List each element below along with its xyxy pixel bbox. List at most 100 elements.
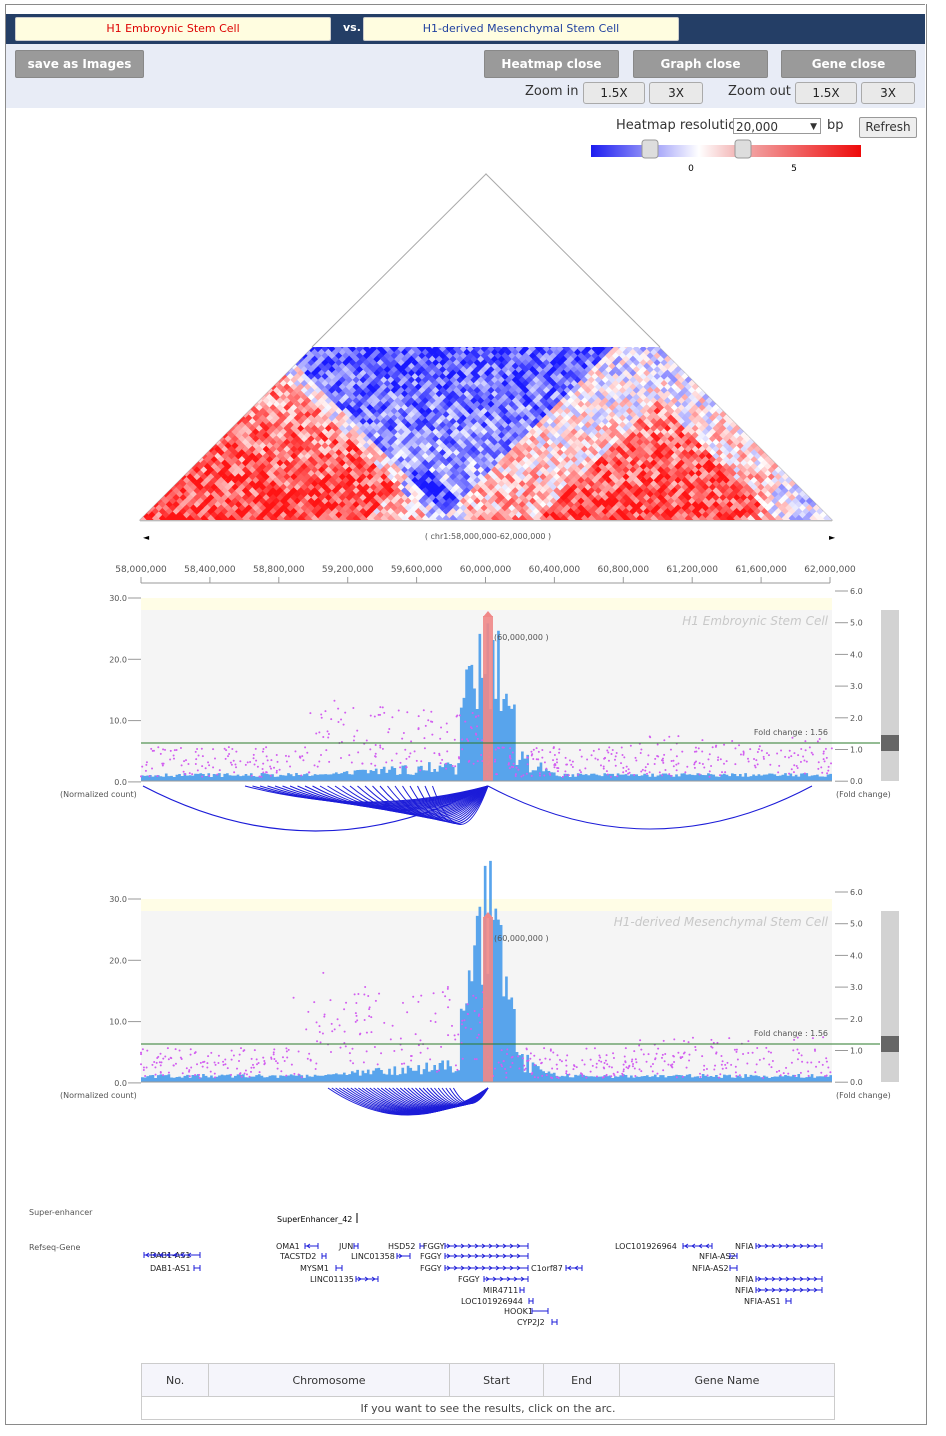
fold-point bbox=[169, 749, 172, 752]
fold-point bbox=[185, 759, 188, 762]
fold-point bbox=[669, 1064, 672, 1067]
fold-point bbox=[556, 1054, 559, 1057]
fold-point bbox=[699, 1075, 702, 1078]
fold-point bbox=[473, 1058, 476, 1061]
panel-header-band bbox=[141, 598, 832, 610]
fold-point bbox=[515, 766, 518, 769]
refresh-button[interactable]: Refresh bbox=[859, 117, 917, 138]
fold-point bbox=[664, 1053, 667, 1056]
heatmap-close-button[interactable]: Heatmap close bbox=[484, 50, 619, 78]
fold-point bbox=[368, 1006, 371, 1009]
fold-point bbox=[466, 1003, 469, 1006]
heatmap-cells[interactable] bbox=[138, 336, 834, 523]
fold-point bbox=[184, 773, 187, 776]
fold-point bbox=[661, 1053, 664, 1056]
cell-b-label[interactable]: H1-derived Mesenchymal Stem Cell bbox=[363, 17, 679, 41]
fold-point bbox=[683, 1051, 686, 1054]
fold-point bbox=[154, 1073, 157, 1076]
scale-slider-min[interactable] bbox=[641, 139, 659, 159]
scroll-right-icon[interactable]: ► bbox=[829, 533, 836, 542]
fold-point bbox=[793, 764, 796, 767]
fold-point bbox=[316, 1040, 319, 1043]
fold-point bbox=[190, 1066, 193, 1069]
fold-point bbox=[535, 758, 538, 761]
fold-point bbox=[453, 738, 456, 741]
fold-point bbox=[543, 761, 546, 764]
heatmap-resolution-select[interactable]: 20,000 ▼ bbox=[733, 118, 821, 134]
fold-point bbox=[285, 760, 288, 763]
zoom-in-label: Zoom in bbox=[525, 84, 579, 99]
fold-point bbox=[274, 1060, 277, 1063]
fold-point bbox=[207, 761, 210, 764]
scale-slider-max[interactable] bbox=[734, 139, 752, 159]
fold-point bbox=[350, 761, 353, 764]
fold-point bbox=[302, 759, 305, 762]
gene-close-button[interactable]: Gene close bbox=[781, 50, 916, 78]
fold-point bbox=[273, 1048, 276, 1051]
fold-point bbox=[141, 765, 144, 768]
fold-point bbox=[373, 715, 376, 718]
fold-point bbox=[649, 736, 652, 739]
fold-point bbox=[735, 1050, 738, 1053]
zoom-out-3x-button[interactable]: 3X bbox=[861, 82, 915, 104]
fold-point bbox=[294, 750, 297, 753]
fold-point bbox=[322, 736, 325, 739]
fold-point bbox=[320, 754, 323, 757]
fold-point bbox=[706, 1074, 709, 1077]
fold-point bbox=[668, 735, 671, 738]
fold-point bbox=[746, 757, 749, 760]
fold-point bbox=[258, 1071, 261, 1074]
scroll-left-icon[interactable]: ◄ bbox=[143, 533, 150, 542]
fold-point bbox=[251, 1063, 254, 1066]
fold-point bbox=[620, 762, 623, 765]
fold-point bbox=[792, 1049, 795, 1052]
fold-point bbox=[668, 773, 671, 776]
fold-point bbox=[681, 1056, 684, 1059]
fold-point bbox=[600, 1060, 603, 1063]
fold-point bbox=[821, 1063, 824, 1066]
fold-point bbox=[675, 769, 678, 772]
fold-point bbox=[445, 722, 448, 725]
zoom-out-1.5x-button[interactable]: 1.5X bbox=[795, 82, 857, 104]
fold-point bbox=[724, 1063, 727, 1066]
fold-point bbox=[454, 1064, 457, 1067]
fold-point bbox=[507, 763, 510, 766]
fold-point bbox=[270, 767, 273, 770]
fold-point bbox=[738, 1074, 741, 1077]
fold-point bbox=[151, 1063, 154, 1066]
fold-point bbox=[151, 767, 154, 770]
fold-point bbox=[456, 1068, 459, 1071]
fold-point bbox=[397, 709, 400, 712]
fold-point bbox=[145, 763, 148, 766]
fold-point bbox=[252, 757, 255, 760]
save-images-button[interactable]: save as Images bbox=[15, 50, 144, 78]
fold-point bbox=[581, 1073, 584, 1076]
fold-point bbox=[231, 748, 234, 751]
fold-point bbox=[460, 1023, 463, 1026]
fold-point bbox=[320, 716, 323, 719]
fold-point bbox=[383, 1021, 386, 1024]
fold-point bbox=[339, 756, 342, 759]
fold-point bbox=[329, 999, 332, 1002]
fold-point bbox=[708, 770, 711, 773]
fold-point bbox=[326, 730, 329, 733]
fold-point bbox=[374, 755, 377, 758]
fold-point bbox=[703, 766, 706, 769]
fold-point bbox=[388, 727, 391, 730]
graph-close-button[interactable]: Graph close bbox=[633, 50, 768, 78]
fold-point bbox=[635, 1061, 638, 1064]
fold-point bbox=[365, 1050, 368, 1053]
fold-point bbox=[645, 1060, 648, 1063]
toolbar: save as Images Heatmap close Graph close… bbox=[6, 44, 925, 108]
fold-point bbox=[717, 756, 720, 759]
zoom-in-3x-button[interactable]: 3X bbox=[649, 82, 703, 104]
fold-point bbox=[333, 1028, 336, 1031]
right-axis-label: 5.0 bbox=[850, 920, 863, 929]
fold-point bbox=[379, 744, 382, 747]
zoom-in-1.5x-button[interactable]: 1.5X bbox=[583, 82, 645, 104]
fold-point bbox=[239, 760, 242, 763]
fold-point bbox=[237, 1059, 240, 1062]
fold-point bbox=[368, 1015, 371, 1018]
cell-a-label[interactable]: H1 Embroynic Stem Cell bbox=[15, 17, 331, 41]
fold-point bbox=[622, 766, 625, 769]
